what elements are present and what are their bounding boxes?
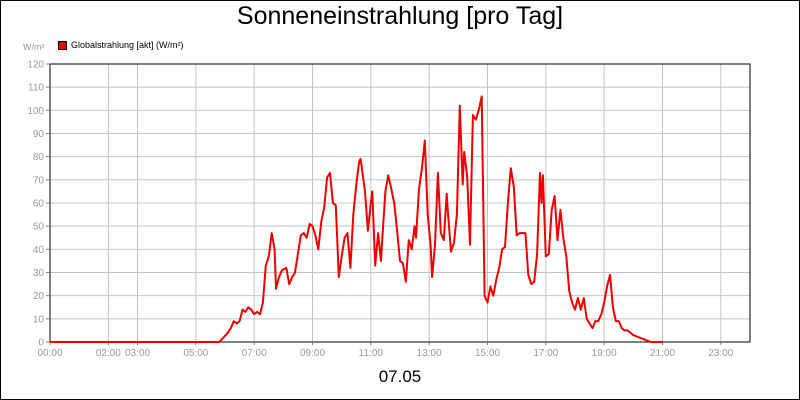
x-tick-label: 09:00 xyxy=(300,348,325,359)
x-tick-label: 15:00 xyxy=(475,348,500,359)
y-tick-label: 20 xyxy=(33,291,45,302)
y-tick-label: 60 xyxy=(33,199,45,210)
y-tick-label: 90 xyxy=(33,129,45,140)
y-axis-unit-label: W/m² xyxy=(23,42,45,52)
y-tick-label: 10 xyxy=(33,314,45,325)
x-tick-label: 00:00 xyxy=(37,348,62,359)
legend-label: Globalstrahlung [akt] (W/m²) xyxy=(71,40,184,50)
x-tick-label: 11:00 xyxy=(359,348,384,359)
x-tick-label: 07:00 xyxy=(242,348,267,359)
y-tick-label: 120 xyxy=(27,60,44,71)
grid-lines xyxy=(50,64,750,342)
legend-swatch xyxy=(58,40,67,50)
x-tick-label: 05:00 xyxy=(183,348,208,359)
chart-title: Sonneneinstrahlung [pro Tag] xyxy=(236,2,564,30)
y-tick-label: 30 xyxy=(33,268,45,279)
y-tick-label: 0 xyxy=(38,338,44,349)
x-tick-label: 03:00 xyxy=(125,348,150,359)
series-line-globalstrahlung xyxy=(50,95,663,343)
y-tick-label: 110 xyxy=(28,83,44,94)
y-tick-label: 80 xyxy=(33,152,45,163)
x-tick-label: 13:00 xyxy=(417,348,442,359)
y-axis-ticks: 0 10 20 30 40 50 60 70 80 90 100 110 120 xyxy=(27,60,50,349)
x-tick-label: 23:00 xyxy=(708,348,733,359)
y-tick-label: 100 xyxy=(27,106,44,117)
date-label: 07.05 xyxy=(378,367,422,386)
legend: Globalstrahlung [akt] (W/m²) xyxy=(58,38,184,52)
x-axis-ticks: 00:00 02:00 03:00 05:00 07:00 09:00 11:00 13:00… xyxy=(37,342,734,359)
x-tick-label: 02:00 xyxy=(96,348,121,359)
y-tick-label: 50 xyxy=(33,222,45,233)
y-tick-label: 70 xyxy=(33,175,45,186)
x-tick-label: 19:00 xyxy=(592,348,617,359)
y-tick-label: 40 xyxy=(33,245,45,256)
x-tick-label: 17:00 xyxy=(533,348,558,359)
x-tick-label: 21:00 xyxy=(650,348,675,359)
